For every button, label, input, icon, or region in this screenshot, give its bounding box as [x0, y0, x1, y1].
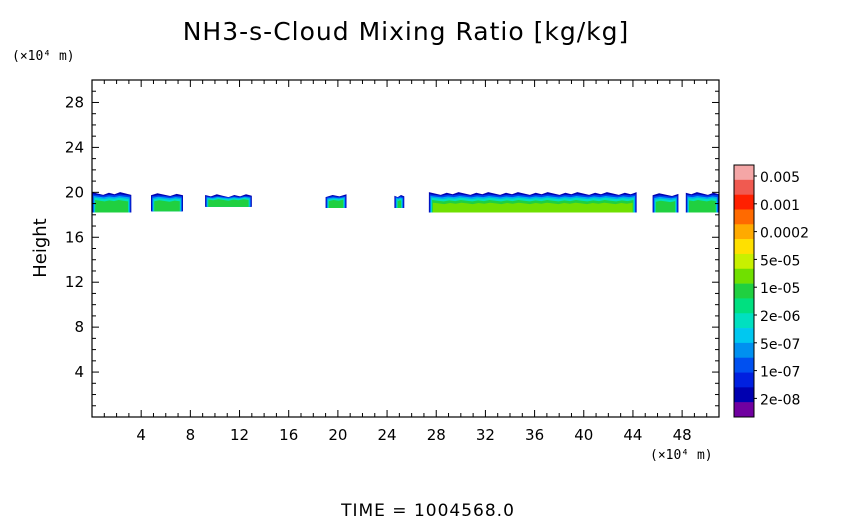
y-axis-unit-label: (×10⁴ m) [12, 49, 75, 64]
cloud-contour [432, 202, 633, 213]
colorbar-swatch [734, 342, 754, 358]
colorbar-swatch [734, 268, 754, 284]
cloud-segment [394, 195, 405, 209]
colorbar-label: 0.005 [760, 170, 800, 186]
x-tick-label: 28 [427, 426, 446, 444]
colorbar-swatch [734, 179, 754, 195]
colorbar-swatch [734, 194, 754, 210]
colorbar-swatch [734, 372, 754, 388]
cloud-contour [208, 199, 249, 207]
colorbar-swatch [734, 313, 754, 329]
colorbar-label: 1e-07 [760, 365, 800, 381]
x-tick-label: 48 [673, 426, 692, 444]
cloud-contour [328, 199, 344, 209]
cloud-contour [154, 200, 180, 212]
colorbar-swatch [734, 298, 754, 314]
x-tick-label: 20 [328, 426, 347, 444]
cloud-contour [397, 200, 402, 209]
chart-title: NH3-s-Cloud Mixing Ratio [kg/kg] [183, 17, 630, 46]
cloud-segment [151, 193, 183, 212]
colorbar-swatch [734, 253, 754, 270]
colorbar-swatch [734, 165, 754, 181]
colorbar-label: 1e-05 [760, 281, 800, 297]
colorbar-swatch [734, 209, 754, 225]
colorbar-label: 0.0002 [760, 226, 809, 242]
colorbar-swatch [734, 283, 754, 299]
cloud-segment [92, 192, 132, 213]
y-tick-label: 12 [65, 273, 84, 291]
x-tick-label: 36 [525, 426, 544, 444]
x-tick-label: 8 [186, 426, 196, 444]
colorbar-label: 5e-07 [760, 337, 800, 353]
y-tick-label: 24 [65, 138, 84, 156]
colorbar-swatch [734, 357, 754, 373]
plot-frame [91, 79, 720, 418]
colorbar-swatch [734, 387, 754, 403]
colorbar-swatch [734, 224, 754, 240]
colorbar-label: 0.001 [760, 198, 800, 214]
x-tick-label: 16 [279, 426, 298, 444]
y-axis-ticks: 4 8 12 16 20 24 28 [65, 90, 719, 407]
y-tick-label: 20 [65, 183, 84, 201]
colorbar-swatch [734, 239, 754, 255]
cloud-segment [205, 194, 252, 207]
x-axis-ticks: 4 8 12 16 20 24 28 32 36 40 44 48 [103, 80, 708, 444]
x-axis-unit-label: (×10⁴ m) [650, 448, 713, 463]
cloud-segment [685, 192, 719, 213]
y-axis-label: Height [30, 218, 51, 278]
x-tick-label: 24 [378, 426, 397, 444]
colorbar-label: 2e-08 [760, 392, 800, 408]
colorbar-label: 5e-05 [760, 253, 800, 269]
y-tick-label: 8 [74, 318, 84, 336]
x-tick-label: 4 [136, 426, 146, 444]
cloud-contour [95, 200, 129, 213]
colorbar-swatch [734, 328, 754, 344]
cloud-segment [428, 192, 637, 213]
x-tick-label: 40 [574, 426, 593, 444]
cloud-segment [325, 194, 347, 209]
y-tick-label: 4 [74, 363, 84, 381]
x-tick-label: 32 [476, 426, 495, 444]
x-tick-label: 44 [623, 426, 642, 444]
time-label: TIME = 1004568.0 [340, 501, 515, 519]
cloud-contour [655, 200, 676, 213]
colorbar-label: 2e-06 [760, 309, 800, 325]
plot-area [92, 192, 719, 213]
y-tick-label: 28 [65, 93, 84, 111]
cloud-segment [652, 193, 679, 213]
colorbar-frame [733, 164, 755, 418]
cloud-contour [689, 200, 716, 213]
colorbar: 0.005 0.001 0.0002 5e-05 1e-05 2e-06 5e-07 1e-0… [733, 164, 809, 418]
y-tick-label: 16 [65, 228, 84, 246]
x-tick-label: 12 [230, 426, 249, 444]
colorbar-swatch [734, 402, 754, 418]
